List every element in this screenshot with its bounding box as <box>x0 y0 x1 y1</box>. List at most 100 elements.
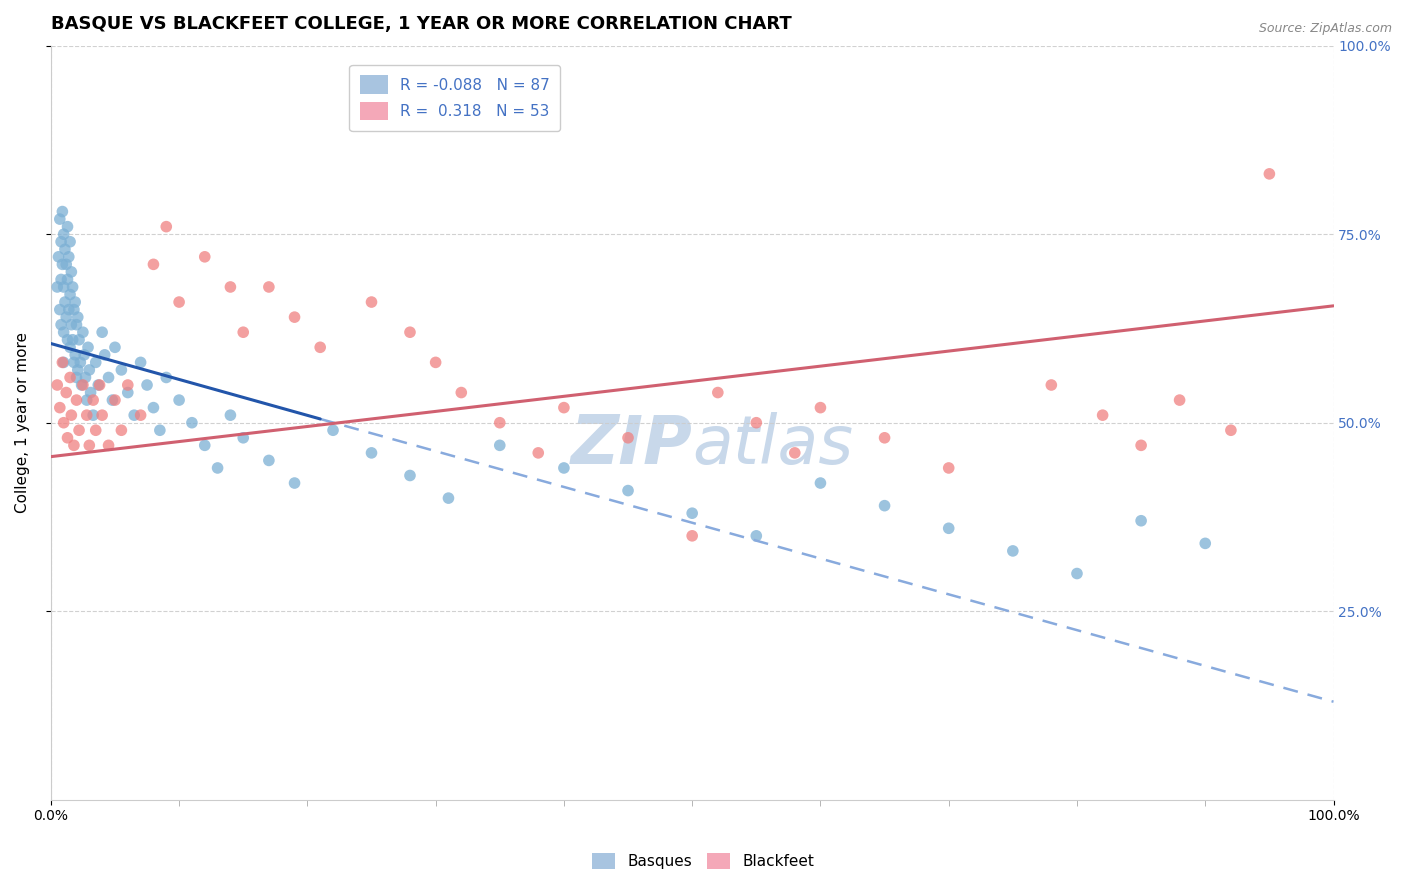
Point <box>56 431 79 445</box>
Point <box>488 416 510 430</box>
Point <box>1091 408 1114 422</box>
Point <box>167 295 190 310</box>
Point <box>72 325 94 339</box>
Point <box>1194 536 1216 550</box>
Point <box>72 378 94 392</box>
Point <box>155 370 177 384</box>
Point <box>488 438 510 452</box>
Point <box>938 461 960 475</box>
Point <box>219 408 242 422</box>
Point <box>52 280 75 294</box>
Point <box>553 461 575 475</box>
Point <box>59 370 82 384</box>
Point <box>149 423 172 437</box>
Point <box>129 408 152 422</box>
Point <box>62 333 84 347</box>
Point <box>65 393 87 408</box>
Point <box>51 257 73 271</box>
Point <box>49 318 72 332</box>
Point <box>49 212 72 227</box>
Point <box>117 385 139 400</box>
Point <box>87 378 110 392</box>
Point <box>360 446 382 460</box>
Point <box>322 423 344 437</box>
Point <box>65 318 87 332</box>
Point <box>1001 544 1024 558</box>
Point <box>283 476 305 491</box>
Point <box>63 295 86 310</box>
Point <box>56 272 79 286</box>
Point <box>79 438 101 452</box>
Point <box>360 295 382 310</box>
Point <box>79 363 101 377</box>
Point <box>783 446 806 460</box>
Point <box>681 506 703 520</box>
Point <box>55 310 77 325</box>
Point <box>52 227 75 242</box>
Point <box>117 378 139 392</box>
Point <box>1130 514 1153 528</box>
Point <box>65 370 87 384</box>
Point <box>52 355 75 369</box>
Point <box>142 401 165 415</box>
Point <box>66 363 89 377</box>
Point <box>104 393 127 408</box>
Point <box>745 416 768 430</box>
Point <box>69 355 91 369</box>
Point <box>1066 566 1088 581</box>
Point <box>1219 423 1241 437</box>
Point <box>110 423 132 437</box>
Point <box>89 378 111 392</box>
Point <box>82 408 104 422</box>
Point <box>77 340 100 354</box>
Point <box>63 348 86 362</box>
Point <box>1168 393 1191 408</box>
Point <box>60 265 83 279</box>
Point <box>84 423 107 437</box>
Point <box>181 416 204 430</box>
Point <box>257 453 280 467</box>
Point <box>49 401 72 415</box>
Point <box>232 431 254 445</box>
Point <box>399 325 422 339</box>
Point <box>194 250 217 264</box>
Point <box>60 408 83 422</box>
Point <box>91 408 114 422</box>
Point <box>745 529 768 543</box>
Point <box>97 438 120 452</box>
Y-axis label: College, 1 year or more: College, 1 year or more <box>15 332 30 513</box>
Point <box>49 302 72 317</box>
Point <box>1258 167 1281 181</box>
Point <box>1130 438 1153 452</box>
Point <box>59 287 82 301</box>
Point <box>873 431 896 445</box>
Point <box>53 242 76 256</box>
Text: atlas: atlas <box>692 412 853 478</box>
Point <box>55 385 77 400</box>
Point <box>810 401 832 415</box>
Point <box>67 423 90 437</box>
Point <box>97 370 120 384</box>
Point <box>73 348 96 362</box>
Point <box>67 333 90 347</box>
Point <box>49 235 72 249</box>
Point <box>219 280 242 294</box>
Point <box>48 250 70 264</box>
Point <box>681 529 703 543</box>
Point <box>425 355 447 369</box>
Point <box>93 348 115 362</box>
Point <box>122 408 145 422</box>
Point <box>553 401 575 415</box>
Legend: R = -0.088   N = 87, R =  0.318   N = 53: R = -0.088 N = 87, R = 0.318 N = 53 <box>350 64 561 131</box>
Point <box>56 333 79 347</box>
Point <box>49 272 72 286</box>
Point <box>63 302 86 317</box>
Point <box>76 408 98 422</box>
Point <box>51 355 73 369</box>
Point <box>527 446 550 460</box>
Point <box>810 476 832 491</box>
Point <box>136 378 159 392</box>
Point <box>59 235 82 249</box>
Point <box>52 325 75 339</box>
Point <box>617 483 640 498</box>
